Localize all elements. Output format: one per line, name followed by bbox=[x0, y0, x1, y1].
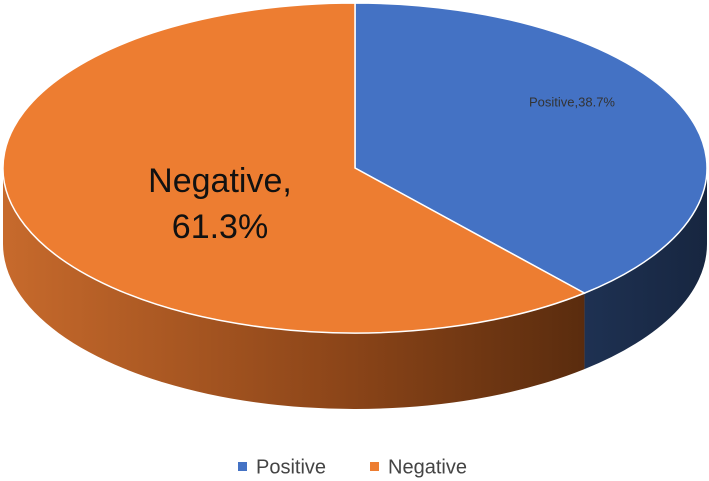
legend-label: Negative bbox=[388, 456, 467, 478]
legend-swatch bbox=[370, 462, 379, 471]
legend-swatch bbox=[238, 462, 247, 471]
data-label: Negative, 61.3% bbox=[148, 162, 292, 246]
slice-side bbox=[3, 168, 585, 409]
slice-side bbox=[584, 168, 707, 370]
data-label: Positive,38.7% bbox=[529, 94, 615, 109]
pie-slice bbox=[354, 2, 708, 294]
pie-slice bbox=[2, 2, 587, 334]
legend-label: Positive bbox=[256, 456, 326, 478]
